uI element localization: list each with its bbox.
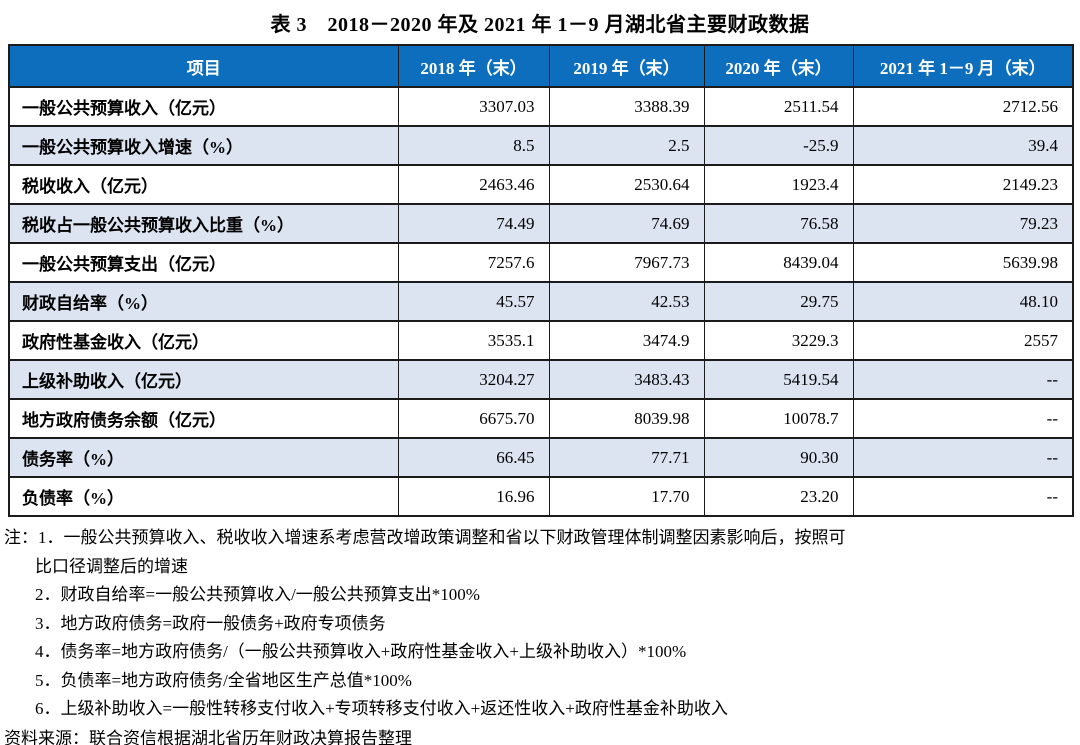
- cell-value: 5639.98: [852, 242, 1074, 283]
- cell-value: 8.5: [397, 125, 550, 166]
- cell-value: 3535.1: [397, 320, 550, 361]
- cell-value: 2.5: [548, 125, 705, 166]
- row-label: 税收收入（亿元）: [8, 164, 399, 205]
- table-row: 地方政府债务余额（亿元） 6675.70 8039.98 10078.7 --: [8, 398, 1074, 439]
- column-header: 项目: [8, 44, 399, 88]
- cell-value: --: [852, 437, 1074, 478]
- cell-value: 8439.04: [703, 242, 854, 283]
- table-header: 项目 2018 年（末） 2019 年（末） 2020 年（末） 2021 年 1－9 …: [8, 44, 1074, 88]
- note-line: 3．地方政府债务=政府一般债务+政府专项债务: [35, 613, 386, 633]
- note-line: 6．上级补助收入=一般性转移支付收入+专项转移支付收入+返还性收入+政府性基金补…: [35, 699, 728, 718]
- table-row: 一般公共预算支出（亿元） 7257.6 7967.73 8439.04 5639.98: [8, 242, 1074, 283]
- cell-value: 10078.7: [703, 398, 854, 439]
- column-header: 2018 年（末）: [397, 44, 550, 88]
- row-label: 上级补助收入（亿元）: [8, 359, 399, 400]
- cell-value: 5419.54: [703, 359, 854, 400]
- source-line: 资料来源：联合资信根据湖北省历年财政决算报告整理: [4, 728, 412, 745]
- cell-value: -25.9: [703, 125, 854, 166]
- cell-value: 6675.70: [397, 398, 550, 439]
- table-notes: 注：1．一般公共预算收入、税收收入增速系考虑营改增政策调整和省以下财政管理体制调…: [4, 524, 1072, 745]
- cell-value: 2149.23: [852, 164, 1074, 205]
- cell-value: 90.30: [703, 437, 854, 478]
- cell-value: 39.4: [852, 125, 1074, 166]
- table-row: 税收占一般公共预算收入比重（%） 74.49 74.69 76.58 79.23: [8, 203, 1074, 244]
- row-label: 一般公共预算支出（亿元）: [8, 242, 399, 283]
- cell-value: 29.75: [703, 281, 854, 322]
- cell-value: 7967.73: [548, 242, 705, 283]
- table-row: 财政自给率（%） 45.57 42.53 29.75 48.10: [8, 281, 1074, 322]
- cell-value: 3204.27: [397, 359, 550, 400]
- cell-value: 76.58: [703, 203, 854, 244]
- row-label: 地方政府债务余额（亿元）: [8, 398, 399, 439]
- cell-value: --: [852, 398, 1074, 439]
- row-label: 一般公共预算收入（亿元）: [8, 86, 399, 127]
- table-body: 一般公共预算收入（亿元） 3307.03 3388.39 2511.54 2712.56…: [8, 86, 1074, 517]
- table-row: 负债率（%） 16.96 17.70 23.20 --: [8, 476, 1074, 517]
- cell-value: 74.49: [397, 203, 550, 244]
- cell-value: 16.96: [397, 476, 550, 517]
- table-header-row: 项目 2018 年（末） 2019 年（末） 2020 年（末） 2021 年 1－9 …: [8, 44, 1074, 88]
- cell-value: 3388.39: [548, 86, 705, 127]
- table-title: 表 3 2018－2020 年及 2021 年 1－9 月湖北省主要财政数据: [270, 14, 810, 36]
- column-header: 2019 年（末）: [548, 44, 705, 88]
- note-line: 2．财政自给率=一般公共预算收入/一般公共预算支出*100%: [35, 585, 480, 604]
- row-label: 负债率（%）: [8, 476, 399, 517]
- cell-value: 2463.46: [397, 164, 550, 205]
- cell-value: 45.57: [397, 281, 550, 322]
- cell-value: 3229.3: [703, 320, 854, 361]
- table-row: 上级补助收入（亿元） 3204.27 3483.43 5419.54 --: [8, 359, 1074, 400]
- cell-value: 17.70: [548, 476, 705, 517]
- note-line: 5．负债率=地方政府债务/全省地区生产总值*100%: [35, 670, 412, 690]
- cell-value: 77.71: [548, 437, 705, 478]
- cell-value: 74.69: [548, 203, 705, 244]
- row-label: 债务率（%）: [8, 437, 399, 478]
- cell-value: 66.45: [397, 437, 550, 478]
- cell-value: 48.10: [852, 281, 1074, 322]
- row-label: 财政自给率（%）: [8, 281, 399, 322]
- cell-value: 2712.56: [852, 86, 1074, 127]
- table-row: 政府性基金收入（亿元） 3535.1 3474.9 3229.3 2557: [8, 320, 1074, 361]
- notes-lines: 注：1．一般公共预算收入、税收收入增速系考虑营改增政策调整和省以下财政管理体制调…: [4, 524, 1072, 724]
- row-label: 一般公共预算收入增速（%）: [8, 125, 399, 166]
- cell-value: 7257.6: [397, 242, 550, 283]
- cell-value: --: [852, 476, 1074, 517]
- row-label: 政府性基金收入（亿元）: [8, 320, 399, 361]
- column-header: 2021 年 1－9 月（末）: [852, 44, 1074, 88]
- row-label: 税收占一般公共预算收入比重（%）: [8, 203, 399, 244]
- table-row: 税收收入（亿元） 2463.46 2530.64 1923.4 2149.23: [8, 164, 1074, 205]
- table-row: 一般公共预算收入（亿元） 3307.03 3388.39 2511.54 2712.56: [8, 86, 1074, 127]
- cell-value: 42.53: [548, 281, 705, 322]
- cell-value: 1923.4: [703, 164, 854, 205]
- note-line: 比口径调整后的增速: [35, 556, 188, 576]
- cell-value: 3307.03: [397, 86, 550, 127]
- note-line: 注：1．一般公共预算收入、税收收入增速系考虑营改增政策调整和省以下财政管理体制调…: [4, 528, 846, 547]
- cell-value: 8039.98: [548, 398, 705, 439]
- cell-value: --: [852, 359, 1074, 400]
- column-header: 2020 年（末）: [703, 44, 854, 88]
- fiscal-data-table: 项目 2018 年（末） 2019 年（末） 2020 年（末） 2021 年 1－9 …: [8, 44, 1074, 517]
- cell-value: 2557: [852, 320, 1074, 361]
- cell-value: 23.20: [703, 476, 854, 517]
- cell-value: 2530.64: [548, 164, 705, 205]
- note-line: 4．债务率=地方政府债务/（一般公共预算收入+政府性基金收入+上级补助收入）*1…: [35, 642, 687, 661]
- table-row: 一般公共预算收入增速（%） 8.5 2.5 -25.9 39.4: [8, 125, 1074, 166]
- cell-value: 79.23: [852, 203, 1074, 244]
- table-row: 债务率（%） 66.45 77.71 90.30 --: [8, 437, 1074, 478]
- cell-value: 3483.43: [548, 359, 705, 400]
- cell-value: 3474.9: [548, 320, 705, 361]
- cell-value: 2511.54: [703, 86, 854, 127]
